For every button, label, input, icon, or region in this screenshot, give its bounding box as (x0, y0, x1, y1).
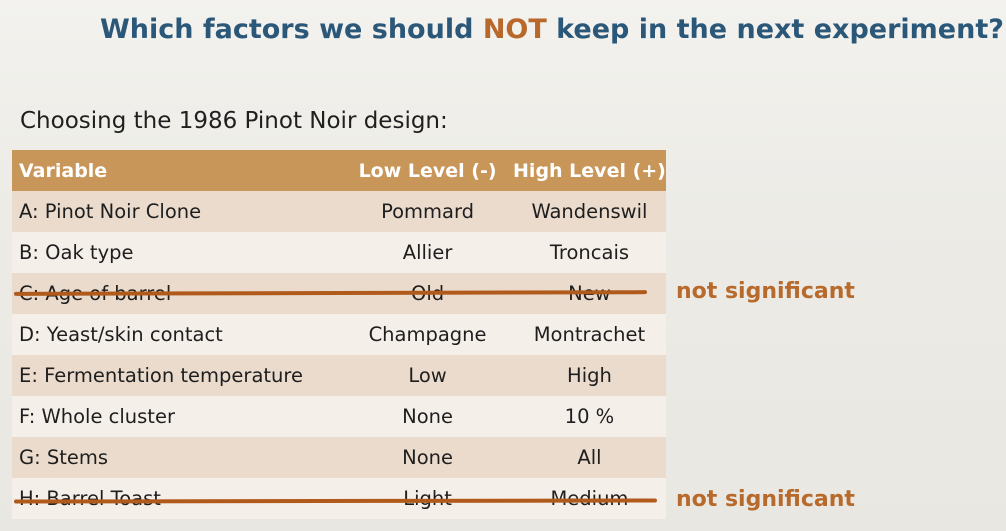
cell-high: 10 % (512, 396, 666, 437)
title-text-after: keep in the next experiment? (546, 14, 1004, 45)
not-significant-note-row-c: not significant (676, 279, 855, 304)
cell-variable: F: Whole cluster (12, 396, 343, 437)
table-row: F: Whole cluster None 10 % (12, 396, 666, 437)
slide-title: Which factors we should NOT keep in the … (100, 14, 1004, 45)
cell-low: None (342, 437, 513, 478)
cell-low: Champagne (342, 314, 513, 355)
header-variable: Variable (12, 150, 343, 191)
cell-high: Wandenswil (512, 191, 666, 232)
not-significant-note-row-h: not significant (676, 487, 855, 512)
title-emphasis: NOT (482, 14, 547, 45)
table-row: B: Oak type Allier Troncais (12, 232, 666, 273)
cell-low: Allier (342, 232, 513, 273)
title-text-before: Which factors we should (100, 14, 483, 45)
header-high-level: High Level (+) (512, 150, 666, 191)
cell-variable: B: Oak type (12, 232, 343, 273)
cell-variable: E: Fermentation temperature (12, 355, 343, 396)
cell-high: Montrachet (512, 314, 666, 355)
table-row: A: Pinot Noir Clone Pommard Wandenswil (12, 191, 666, 232)
cell-low: Low (342, 355, 513, 396)
header-low-level: Low Level (-) (342, 150, 513, 191)
table-header-row: Variable Low Level (-) High Level (+) (12, 150, 666, 191)
cell-high: Troncais (512, 232, 666, 273)
design-table: Variable Low Level (-) High Level (+) A:… (12, 150, 666, 519)
cell-variable: D: Yeast/skin contact (12, 314, 343, 355)
cell-high: All (512, 437, 666, 478)
cell-low: Pommard (342, 191, 513, 232)
table-row: G: Stems None All (12, 437, 666, 478)
cell-low: None (342, 396, 513, 437)
table-row: E: Fermentation temperature Low High (12, 355, 666, 396)
cell-variable: A: Pinot Noir Clone (12, 191, 343, 232)
cell-variable: G: Stems (12, 437, 343, 478)
cell-high: High (512, 355, 666, 396)
table-row: D: Yeast/skin contact Champagne Montrach… (12, 314, 666, 355)
slide-subtitle: Choosing the 1986 Pinot Noir design: (20, 108, 448, 134)
